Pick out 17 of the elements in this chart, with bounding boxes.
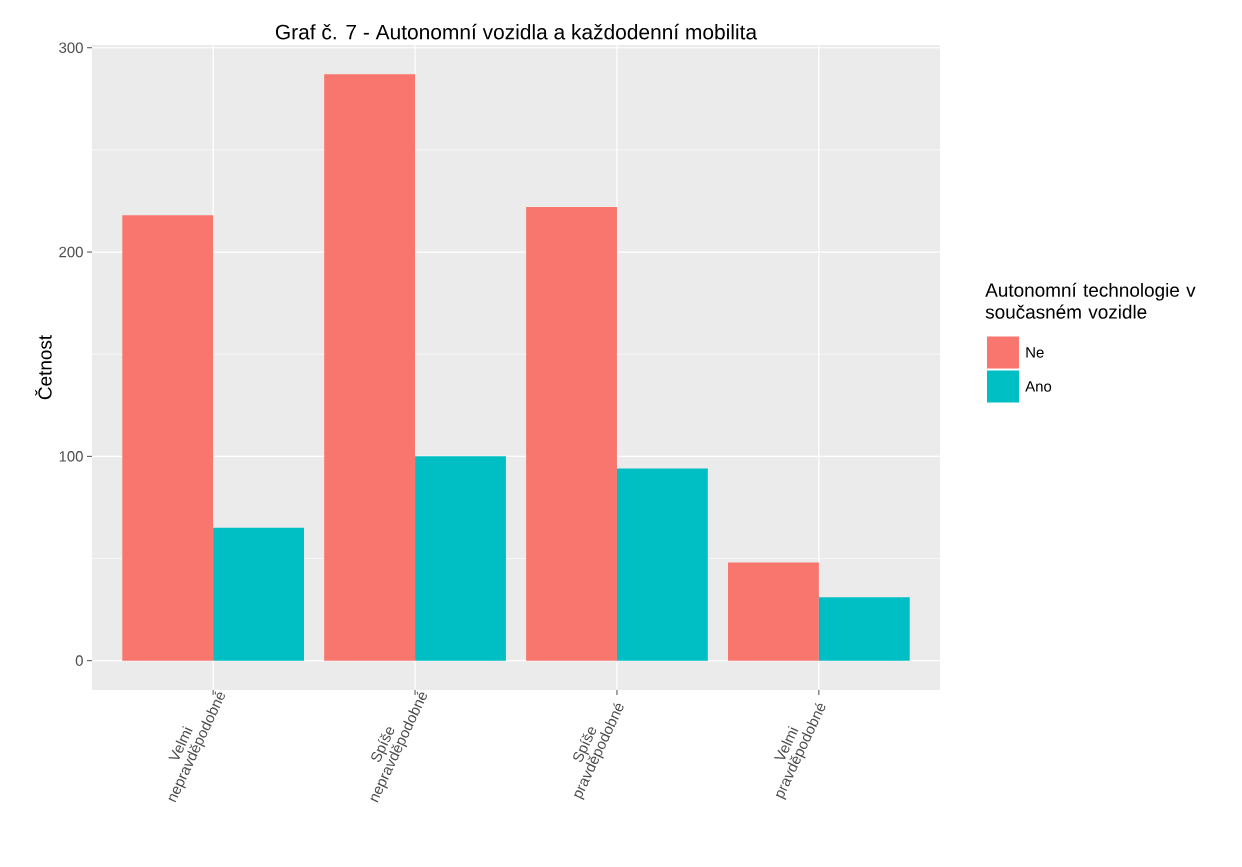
bar bbox=[324, 74, 416, 661]
bar bbox=[728, 562, 819, 661]
y-axis-title: Četnost bbox=[35, 335, 52, 400]
bar bbox=[616, 468, 708, 661]
y-tick-label: 200 bbox=[59, 246, 83, 258]
legend-label: Ne bbox=[1026, 347, 1044, 358]
legend-title: Autonomní technologie v současném vozidle bbox=[985, 282, 1196, 319]
y-tick-label: 0 bbox=[75, 655, 83, 666]
bar bbox=[818, 597, 910, 661]
bar bbox=[415, 456, 506, 661]
bar bbox=[213, 527, 305, 661]
chart-title: Graf č. 7 - Autonomní vozidla a každodenní mobilita bbox=[275, 23, 758, 40]
y-tick-label: 300 bbox=[59, 42, 83, 54]
legend-label: Ano bbox=[1025, 381, 1052, 392]
bar bbox=[122, 215, 214, 661]
bar bbox=[526, 207, 617, 661]
y-tick-label: 100 bbox=[59, 451, 83, 462]
